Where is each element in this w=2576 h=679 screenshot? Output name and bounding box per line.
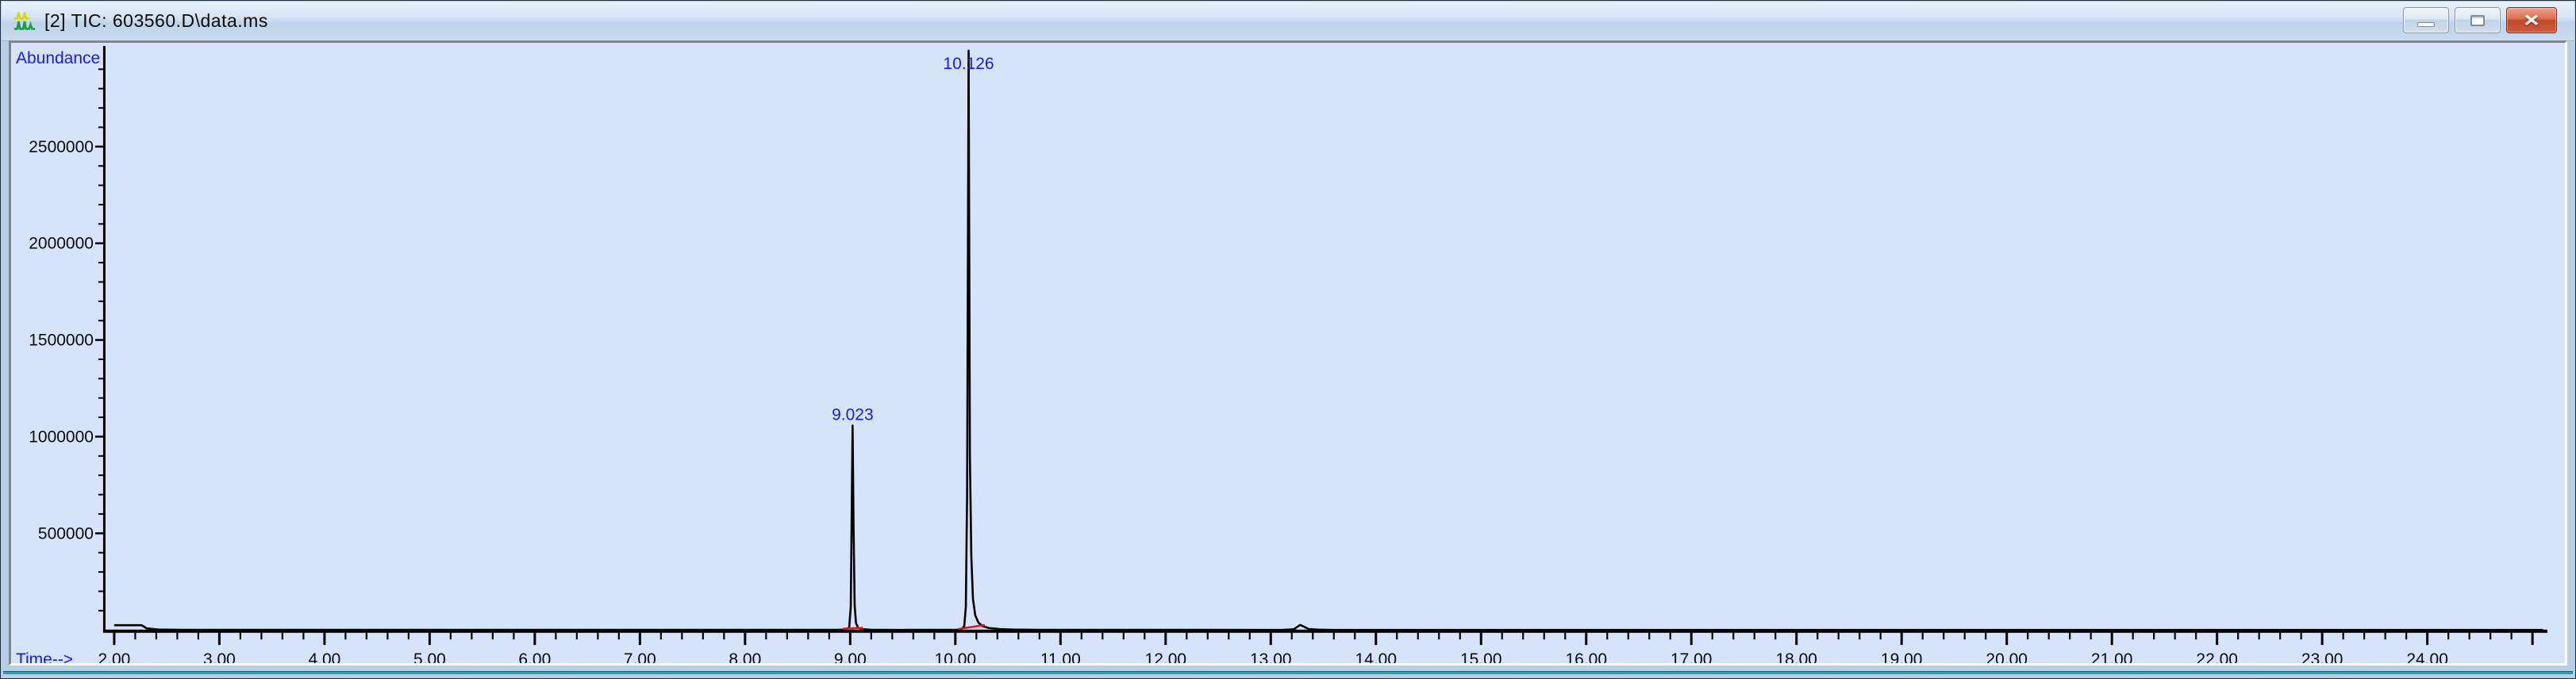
minimize-icon bbox=[2417, 21, 2435, 27]
x-axis-tick-label: 14.00 bbox=[1355, 650, 1398, 663]
peak-label: 9.023 bbox=[832, 406, 874, 424]
restore-icon bbox=[2470, 14, 2485, 26]
x-axis-tick-label: 15.00 bbox=[1460, 650, 1502, 663]
x-axis-tick-label: 3.00 bbox=[203, 650, 236, 663]
x-axis-tick-label: 23.00 bbox=[2301, 650, 2343, 663]
titlebar[interactable]: [2] TIC: 603560.D\data.ms × bbox=[2, 2, 2574, 41]
x-axis-tick-label: 12.00 bbox=[1145, 650, 1187, 663]
integration-baseline bbox=[958, 623, 986, 631]
chromatogram-svg[interactable]: 2.00 3.00 4.00 5.00 6.00 7.00 8.00 9.00 10.00 11.… bbox=[11, 43, 2565, 663]
y-axis-title: Abundance bbox=[16, 49, 100, 67]
x-axis-tick-label: 16.00 bbox=[1565, 650, 1607, 663]
x-axis-title: Time--> bbox=[16, 650, 73, 663]
chromatogram-icon bbox=[13, 10, 37, 33]
x-axis-tick-label: 2.00 bbox=[98, 650, 130, 663]
close-icon: × bbox=[2524, 8, 2539, 32]
y-axis-tick-label: 2500000 bbox=[29, 138, 94, 156]
y-axis-tick-label: 500000 bbox=[38, 524, 94, 543]
x-axis-tick-label: 9.00 bbox=[834, 650, 867, 663]
x-axis-tick-label: 22.00 bbox=[2196, 650, 2238, 663]
x-axis-tick-label: 18.00 bbox=[1775, 650, 1817, 663]
window-bottom-accent bbox=[3, 671, 2573, 674]
x-axis-tick-label: 17.00 bbox=[1671, 650, 1713, 663]
y-axis-tick-label: 2000000 bbox=[29, 235, 94, 253]
chart-area[interactable]: 2.00 3.00 4.00 5.00 6.00 7.00 8.00 9.00 10.00 11.… bbox=[9, 40, 2567, 666]
x-axis-tick-label: 11.00 bbox=[1040, 650, 1081, 663]
window-controls: × bbox=[2403, 7, 2557, 33]
y-axis-tick-label: 1500000 bbox=[29, 332, 94, 350]
x-axis-tick-label: 24.00 bbox=[2406, 650, 2448, 663]
window-title: [2] TIC: 603560.D\data.ms bbox=[44, 10, 268, 31]
restore-button[interactable] bbox=[2455, 7, 2501, 33]
tic-trace bbox=[113, 49, 2543, 631]
peak-label: 10.126 bbox=[943, 55, 994, 73]
integration-baseline bbox=[842, 627, 863, 631]
x-axis-tick-label: 8.00 bbox=[729, 650, 761, 663]
x-axis-tick-label: 21.00 bbox=[2091, 650, 2133, 663]
y-axis-tick-label: 1000000 bbox=[29, 428, 94, 446]
x-axis-tick-label: 20.00 bbox=[1986, 650, 2028, 663]
x-axis-tick-label: 10.00 bbox=[935, 650, 977, 663]
x-axis-tick-label: 7.00 bbox=[624, 650, 656, 663]
x-axis-tick-label: 4.00 bbox=[308, 650, 340, 663]
minimize-button[interactable] bbox=[2403, 7, 2449, 33]
close-button[interactable]: × bbox=[2506, 7, 2557, 33]
x-axis-tick-label: 6.00 bbox=[518, 650, 551, 663]
x-axis-tick-label: 19.00 bbox=[1881, 650, 1923, 663]
x-axis-tick-label: 5.00 bbox=[413, 650, 446, 663]
x-axis-tick-label: 13.00 bbox=[1250, 650, 1292, 663]
